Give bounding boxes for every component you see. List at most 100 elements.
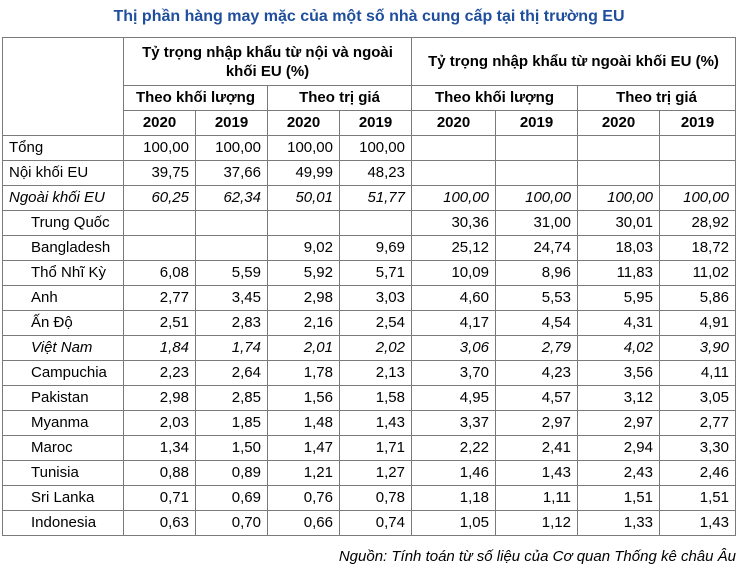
table-cell: 24,74: [495, 235, 578, 261]
row-label: Tổng: [2, 135, 124, 161]
table-cell: [577, 135, 660, 161]
row-label: Sri Lanka: [2, 485, 124, 511]
table-cell: 2,83: [195, 310, 268, 336]
table-row: Bangladesh 9,02 9,69 25,12 24,74 18,03 18,72: [2, 235, 736, 261]
table-cell: 2,85: [195, 385, 268, 411]
row-label: Anh: [2, 285, 124, 311]
table-cell: 1,33: [577, 510, 660, 536]
table-cell: 2,54: [339, 310, 412, 336]
row-label: Trung Quốc: [2, 210, 124, 236]
table-cell: 0,71: [123, 485, 196, 511]
table-cell: 3,03: [339, 285, 412, 311]
table-cell: 100,00: [411, 185, 496, 211]
table-cell: 5,92: [267, 260, 340, 286]
table-cell: [659, 135, 736, 161]
table-row: Tunisia 0,88 0,89 1,21 1,27 1,46 1,43 2,43 2,46: [2, 460, 736, 486]
table-cell: 48,23: [339, 160, 412, 186]
table-cell: 1,27: [339, 460, 412, 486]
table-cell: 31,00: [495, 210, 578, 236]
header-year: 2019: [195, 110, 268, 136]
table-cell: 2,98: [267, 285, 340, 311]
table-cell: 3,05: [659, 385, 736, 411]
table-cell: 28,92: [659, 210, 736, 236]
table-cell: 4,60: [411, 285, 496, 311]
header-year: 2019: [495, 110, 578, 136]
table-cell: 5,53: [495, 285, 578, 311]
table-cell: 2,22: [411, 435, 496, 461]
table-cell: 2,77: [123, 285, 196, 311]
table-row: Tổng 100,00 100,00 100,00 100,00: [2, 135, 736, 161]
table-cell: [267, 210, 340, 236]
table-row: Campuchia 2,23 2,64 1,78 2,13 3,70 4,23 3,56 4,1…: [2, 360, 736, 386]
table-cell: 1,43: [495, 460, 578, 486]
table-cell: [195, 210, 268, 236]
table-cell: 0,88: [123, 460, 196, 486]
table-cell: 0,63: [123, 510, 196, 536]
table-cell: 4,02: [577, 335, 660, 361]
table-row: Ấn Độ 2,51 2,83 2,16 2,54 4,17 4,54 4,31 4,91: [2, 310, 736, 336]
table-row: Trung Quốc 30,36 31,00 30,01 28,92: [2, 210, 736, 236]
source-note: Nguồn: Tính toán từ số liệu của Cơ quan …: [338, 548, 736, 565]
table-cell: 6,08: [123, 260, 196, 286]
table-cell: 5,86: [659, 285, 736, 311]
table-cell: 5,59: [195, 260, 268, 286]
table-cell: 3,90: [659, 335, 736, 361]
row-label: Ấn Độ: [2, 310, 124, 336]
table-cell: 5,95: [577, 285, 660, 311]
table-cell: 1,12: [495, 510, 578, 536]
table-cell: 4,57: [495, 385, 578, 411]
table-cell: 100,00: [495, 185, 578, 211]
table-cell: 18,72: [659, 235, 736, 261]
table-row: Indonesia 0,63 0,70 0,66 0,74 1,05 1,12 1,33 1,4…: [2, 510, 736, 536]
header-row-groups: Tỷ trọng nhập khẩu từ nội và ngoài khối …: [2, 37, 736, 136]
table-row: Nội khối EU 39,75 37,66 49,99 48,23: [2, 160, 736, 186]
table-cell: 3,30: [659, 435, 736, 461]
table-body: Tổng 100,00 100,00 100,00 100,00 Nội khối EU 3…: [2, 135, 736, 536]
table-cell: 1,43: [659, 510, 736, 536]
table-cell: 2,98: [123, 385, 196, 411]
table-row: Thổ Nhĩ Kỳ 6,08 5,59 5,92 5,71 10,09 8,96 11,83…: [2, 260, 736, 286]
table-cell: [123, 235, 196, 261]
table-cell: [411, 135, 496, 161]
row-label: Ngoài khối EU: [2, 185, 124, 211]
table-cell: 4,54: [495, 310, 578, 336]
row-label: Bangladesh: [2, 235, 124, 261]
row-label: Tunisia: [2, 460, 124, 486]
table-cell: 2,43: [577, 460, 660, 486]
table-row: Việt Nam 1,84 1,74 2,01 2,02 3,06 2,79 4,02 3,90: [2, 335, 736, 361]
table-cell: 1,43: [339, 410, 412, 436]
table-cell: 37,66: [195, 160, 268, 186]
header-year: 2020: [577, 110, 660, 136]
table-cell: 1,21: [267, 460, 340, 486]
table-cell: 0,69: [195, 485, 268, 511]
table-cell: 2,64: [195, 360, 268, 386]
table-cell: 0,89: [195, 460, 268, 486]
table-cell: 4,95: [411, 385, 496, 411]
table-cell: [195, 235, 268, 261]
table-row: Anh 2,77 3,45 2,98 3,03 4,60 5,53 5,95 5,86: [2, 285, 736, 311]
table-cell: 3,06: [411, 335, 496, 361]
table-cell: 1,71: [339, 435, 412, 461]
table-cell: 1,18: [411, 485, 496, 511]
table-cell: 1,11: [495, 485, 578, 511]
table-cell: 30,01: [577, 210, 660, 236]
header-value-b: Theo trị giá: [577, 85, 736, 111]
table-cell: 2,77: [659, 410, 736, 436]
table-cell: 2,13: [339, 360, 412, 386]
header-year: 2020: [411, 110, 496, 136]
header-volume-b: Theo khối lượng: [411, 85, 578, 111]
table-cell: 2,97: [495, 410, 578, 436]
table-cell: 2,51: [123, 310, 196, 336]
table-cell: 49,99: [267, 160, 340, 186]
row-label: Maroc: [2, 435, 124, 461]
table-cell: [495, 160, 578, 186]
table-cell: 1,56: [267, 385, 340, 411]
table-cell: 51,77: [339, 185, 412, 211]
row-label: Campuchia: [2, 360, 124, 386]
header-volume-a: Theo khối lượng: [123, 85, 268, 111]
header-year: 2019: [659, 110, 736, 136]
row-label: Myanma: [2, 410, 124, 436]
table-cell: 2,03: [123, 410, 196, 436]
table-cell: 1,46: [411, 460, 496, 486]
